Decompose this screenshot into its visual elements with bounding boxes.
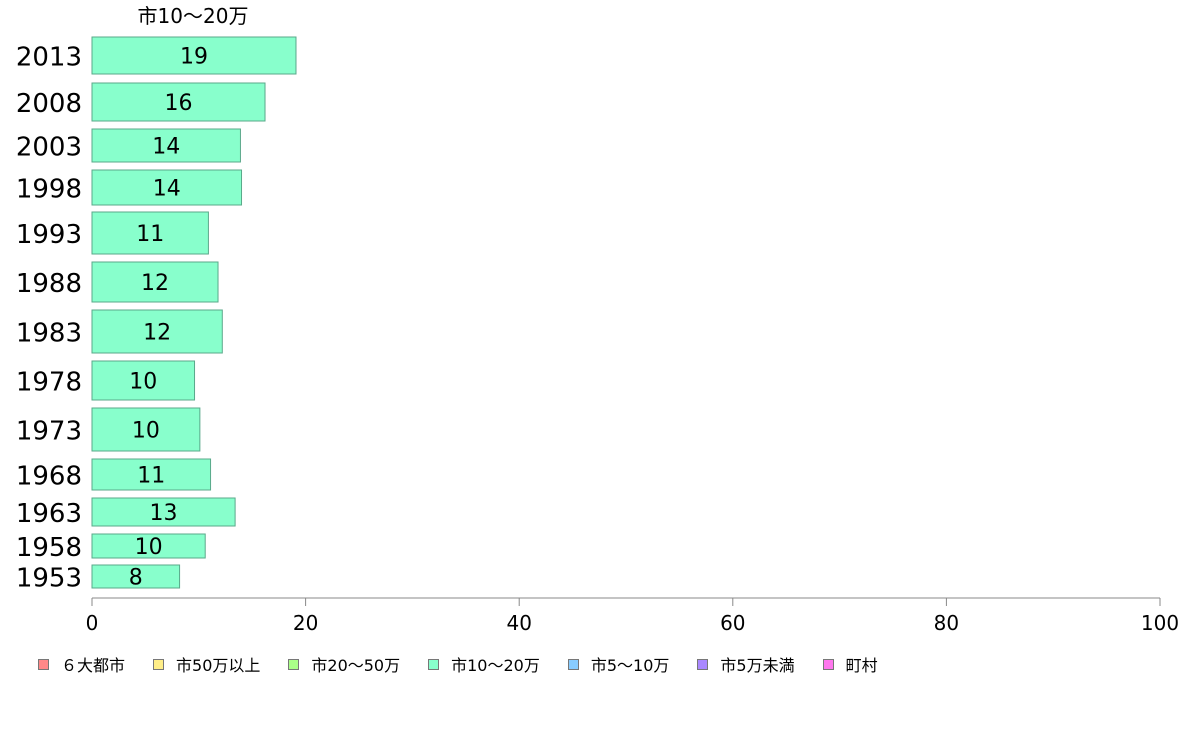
- legend-label: 町村: [845, 656, 878, 675]
- legend-label: 市20〜50万: [311, 656, 401, 675]
- bar-2003: [91, 128, 241, 163]
- x-tick-label: 80: [934, 611, 959, 635]
- category-label: 1998: [16, 175, 82, 205]
- legend-item-500k-plus: 市50万以上: [153, 652, 260, 676]
- legend-swatch: [822, 658, 834, 670]
- bar-value-label: 14: [152, 135, 180, 160]
- bar-value-label: 8: [129, 566, 143, 591]
- x-tick-label: 100: [1141, 611, 1179, 635]
- legend-item-towns-villages: 町村: [822, 652, 878, 676]
- category-label: 2013: [16, 43, 82, 73]
- legend-swatch: [697, 658, 709, 670]
- x-tick-label: 20: [293, 611, 318, 635]
- bar-value-label: 14: [153, 177, 181, 202]
- chart-legend: ６大都市 市50万以上 市20〜50万 市10〜20万 市5〜10万 市5万未満…: [38, 652, 906, 676]
- bar-value-label: 11: [137, 464, 165, 489]
- legend-swatch: [38, 658, 49, 670]
- category-label: 1983: [16, 319, 82, 349]
- category-label: 2003: [16, 133, 82, 163]
- bar-1968: [91, 458, 212, 491]
- legend-item-6-cities: ６大都市: [38, 652, 125, 676]
- category-label: 1963: [16, 499, 82, 529]
- x-tick-label: 40: [506, 611, 531, 635]
- legend-swatch: [288, 658, 300, 670]
- category-label: 1988: [16, 269, 82, 299]
- category-label: 1978: [16, 368, 82, 398]
- bar-1963: [91, 497, 236, 527]
- category-label: 1958: [16, 533, 82, 563]
- legend-item-50k-100k: 市5〜10万: [567, 652, 670, 676]
- legend-item-100k-200k: 市10〜20万: [428, 652, 540, 676]
- bar-1983: [91, 309, 223, 354]
- bar-value-label: 10: [129, 370, 157, 395]
- bar-1993: [91, 211, 209, 255]
- bar-value-label: 13: [150, 501, 178, 526]
- bar-1998: [91, 169, 243, 206]
- category-label: 1993: [16, 220, 82, 250]
- bar-value-label: 11: [136, 222, 164, 247]
- bar-value-label: 10: [135, 535, 163, 560]
- legend-label: 市5〜10万: [590, 656, 670, 675]
- category-label: 1953: [16, 564, 82, 594]
- legend-swatch: [428, 658, 440, 670]
- category-label: 2008: [16, 89, 82, 119]
- bar-1988: [91, 261, 219, 303]
- chart-title: 市10〜20万: [138, 4, 249, 28]
- bar-1953: [91, 564, 181, 589]
- bar-value-label: 16: [165, 91, 193, 116]
- bar-chart: 市10〜20万 19201316200814200314199811199312…: [16, 4, 1179, 635]
- legend-label: ６大都市: [61, 656, 126, 675]
- bar-2008: [91, 82, 266, 122]
- bar-value-label: 19: [180, 45, 208, 70]
- bar-value-label: 10: [132, 419, 160, 444]
- legend-item-under-50k: 市5万未満: [697, 652, 795, 676]
- legend-item-200k-500k: 市20〜50万: [288, 652, 400, 676]
- legend-swatch: [153, 658, 165, 670]
- legend-swatch: [567, 658, 579, 670]
- category-label: 1973: [16, 417, 82, 447]
- bar-value-label: 12: [143, 321, 171, 346]
- legend-label: 市5万未満: [720, 656, 795, 675]
- bar-value-label: 12: [141, 271, 169, 296]
- legend-label: 市50万以上: [176, 656, 261, 675]
- bar-1973: [91, 407, 201, 452]
- bar-1978: [91, 360, 196, 401]
- x-tick-label: 0: [86, 611, 99, 635]
- legend-label: 市10〜20万: [451, 656, 540, 675]
- bar-1958: [91, 533, 206, 559]
- x-tick-label: 60: [720, 611, 745, 635]
- bar-2013: [91, 36, 297, 75]
- category-label: 1968: [16, 462, 82, 492]
